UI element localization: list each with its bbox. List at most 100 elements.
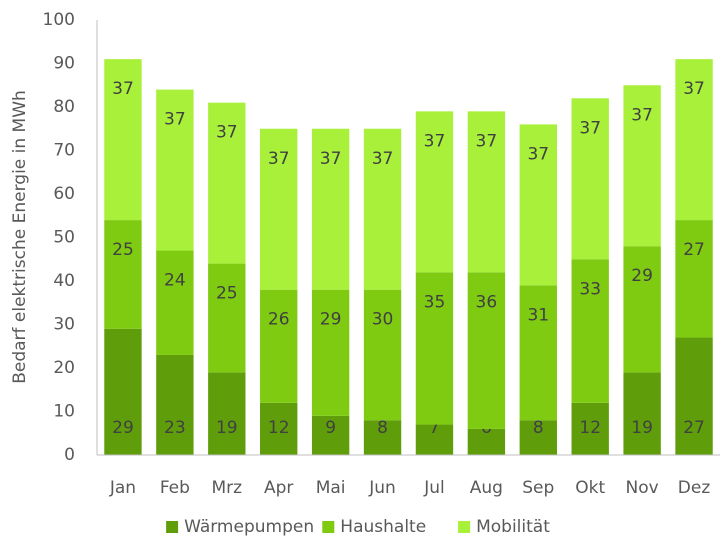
y-tick-label: 70 [53,141,75,161]
bar-segment [363,289,402,421]
bar-segment [363,128,402,290]
bar-segment [260,128,298,290]
legend-swatch [322,521,335,533]
data-label: 23 [164,418,186,438]
data-label: 37 [320,149,342,169]
bar-segment [415,272,454,425]
legend-label: Wärmepumpen [184,517,314,537]
bar-segment [467,111,506,273]
y-tick-label: 20 [53,358,75,378]
data-label: 19 [216,418,238,438]
legend-swatch [166,521,179,533]
data-label: 37 [164,110,186,130]
x-tick-label: Feb [160,478,190,498]
data-label: 9 [325,418,336,438]
bar-segment [467,272,506,429]
bar-segment [156,354,194,455]
bar-segment [571,259,609,403]
y-tick-label: 80 [53,97,75,117]
bar-segment [415,424,454,455]
bar-segment [571,402,609,455]
data-label: 37 [424,131,446,151]
bar-segment [104,220,142,329]
x-tick-label: Jun [368,478,396,498]
bar-segment [156,250,194,355]
data-label: 27 [683,240,705,260]
y-tick-label: 0 [64,445,75,465]
bar-segment [623,372,661,455]
bar-segment [675,337,713,455]
y-tick-label: 100 [43,10,75,30]
bar-segment [260,402,298,455]
y-tick-label: 50 [53,228,75,248]
y-axis-label: Bedarf elektrische Energie in MWh [10,90,30,384]
bar-segment [208,372,246,455]
data-label: 35 [424,292,446,312]
y-tick-label: 40 [53,271,75,291]
y-tick-label: 10 [53,402,75,422]
data-label: 37 [268,149,290,169]
y-tick-label: 60 [53,184,75,204]
bar-segment [311,128,350,290]
bar-segment [156,89,194,251]
x-tick-label: Jan [109,478,136,498]
data-label: 30 [372,310,394,330]
bar-segment [519,420,557,455]
data-label: 24 [164,271,186,291]
legend-label: Mobilität [476,517,550,537]
data-label: 8 [533,418,544,438]
data-label: 7 [429,418,440,438]
bar-segment [675,59,713,221]
data-label: 26 [268,310,290,330]
bar-segment [519,285,557,421]
data-label: 37 [372,149,394,169]
legend-swatch [458,521,471,533]
data-label: 37 [476,131,498,151]
data-label: 19 [631,418,653,438]
data-label: 31 [527,305,549,325]
bar-segment [571,98,609,260]
x-tick-label: Mrz [211,478,242,498]
data-label: 37 [631,105,653,125]
x-tick-label: Sep [522,478,554,498]
bar-segment [623,85,661,247]
bar-segment [467,428,506,455]
data-label: 37 [527,144,549,164]
data-label: 37 [683,79,705,99]
bar-segment [104,59,142,221]
data-label: 25 [216,284,238,304]
data-label: 37 [216,123,238,143]
bar-segment [675,220,713,338]
data-label: 33 [579,279,601,299]
x-tick-label: Aug [470,478,503,498]
x-tick-label: Mai [316,478,346,498]
x-tick-label: Okt [575,478,605,498]
data-label: 27 [683,418,705,438]
data-label: 29 [112,418,134,438]
bar-segment [415,111,454,273]
bar-segment [208,102,246,264]
bar-segment [208,263,246,373]
x-tick-label: Jul [423,478,445,498]
bar-segment [363,420,402,455]
bar-segment [623,246,661,373]
data-label: 37 [579,118,601,138]
bar-segment [104,328,142,455]
bar-segment [260,289,298,403]
data-label: 8 [377,418,388,438]
x-tick-label: Nov [626,478,659,498]
data-label: 36 [476,292,498,312]
bar-segment [311,415,350,455]
bar-segment [519,124,557,286]
x-tick-label: Apr [264,478,293,498]
data-label: 25 [112,240,134,260]
data-label: 29 [320,310,342,330]
bar-segment [311,289,350,416]
x-tick-label: Dez [678,478,711,498]
data-label: 12 [268,418,290,438]
data-label: 37 [112,79,134,99]
y-tick-label: 30 [53,315,75,335]
data-label: 29 [631,266,653,286]
legend-label: Haushalte [340,517,426,537]
